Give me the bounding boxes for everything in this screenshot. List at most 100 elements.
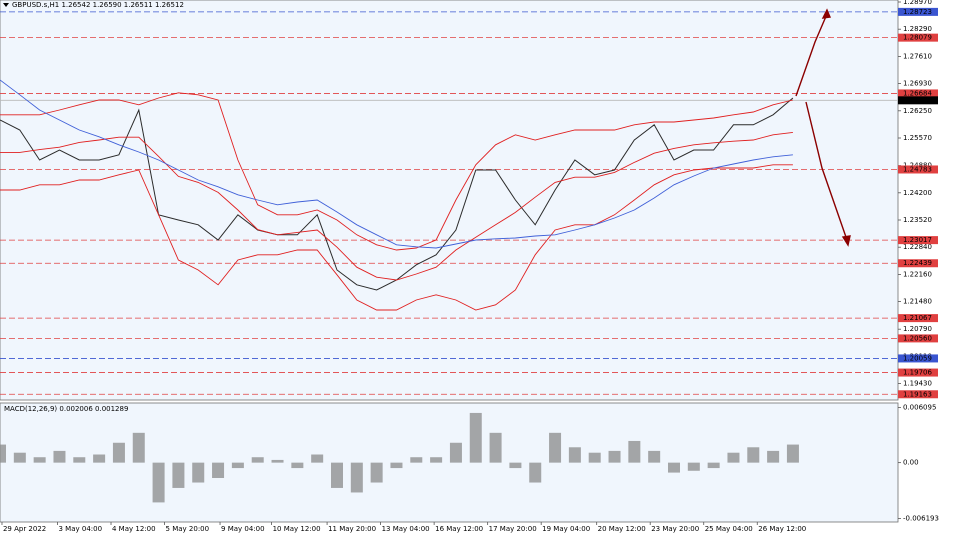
y-tick-label: 1.28970 — [903, 0, 932, 6]
histogram-bar — [489, 432, 502, 463]
histogram-bar — [350, 462, 363, 493]
level-label: 1.20560 — [903, 334, 932, 342]
level-label: 1.23017 — [903, 236, 932, 244]
level-label: 1.21067 — [903, 314, 932, 322]
arrow-head — [821, 8, 832, 19]
histogram-bar — [747, 447, 760, 463]
level-box — [898, 354, 938, 363]
x-tick-label: 20 May 12:00 — [598, 525, 646, 533]
x-tick-label: 11 May 20:00 — [328, 525, 376, 533]
y-tick-label: 1.25570 — [903, 134, 932, 142]
histogram-bar — [390, 462, 403, 469]
series-line — [0, 79, 793, 249]
histogram-bar — [271, 459, 284, 463]
x-tick-label: 4 May 12:00 — [112, 525, 156, 533]
histogram-bar — [330, 462, 343, 488]
histogram-bar — [667, 462, 680, 473]
histogram-bar — [93, 454, 106, 463]
histogram-bar — [509, 462, 522, 469]
histogram-bar — [212, 462, 225, 479]
last-price-label: 1.26512 — [903, 96, 932, 104]
level-label: 1.28079 — [903, 34, 932, 42]
histogram-bar — [449, 442, 462, 463]
y-tick-label: 1.21480 — [903, 298, 932, 306]
forecast-arrows — [795, 8, 851, 247]
histogram-bar — [410, 457, 423, 463]
histogram-bar — [152, 462, 165, 503]
chart-title: GBPUSD.s,H1 1.26542 1.26590 1.26511 1.26… — [12, 1, 184, 9]
level-label: 1.26684 — [903, 89, 932, 97]
marks: 1.28970 1.28290 1.27610 1.26930 1.26250 1.255… — [0, 0, 939, 533]
x-tick-label: 23 May 20:00 — [651, 525, 699, 533]
arrow-head — [841, 235, 851, 247]
histogram-bar — [231, 462, 244, 469]
level-box — [898, 89, 938, 98]
x-tick-label: 16 May 12:00 — [435, 525, 483, 533]
x-tick-label: 5 May 20:00 — [166, 525, 210, 533]
histogram-bar — [529, 462, 542, 483]
histogram-bar — [370, 462, 383, 483]
macd-title: MACD(12,26,9) 0.002006 0.001289 — [4, 405, 128, 413]
level-label: 1.28723 — [903, 8, 932, 16]
histogram-bar — [33, 457, 46, 463]
histogram-bar — [172, 462, 185, 488]
histogram-bar — [568, 447, 581, 463]
histogram-bar — [648, 450, 661, 463]
level-box — [898, 314, 938, 323]
arrow-up — [795, 13, 828, 97]
histogram-bar — [469, 412, 482, 463]
level-box — [898, 259, 938, 268]
y-tick-label: 0.006095 — [903, 404, 936, 412]
x-tick-label: 10 May 12:00 — [273, 525, 321, 533]
series-line — [0, 131, 793, 281]
level-box — [898, 165, 938, 174]
histogram-bar — [0, 444, 6, 463]
level-label: 1.20059 — [903, 354, 932, 362]
level-box — [898, 33, 938, 42]
histogram-bar — [608, 450, 621, 463]
y-tick-label: 1.26930 — [903, 80, 932, 88]
histogram-bar — [112, 442, 125, 463]
series-line — [0, 164, 793, 311]
y-tick-label: 1.20790 — [903, 325, 932, 333]
histogram-bar — [132, 432, 145, 463]
y-tick-label: 1.28290 — [903, 25, 932, 33]
y-tick-label: 1.22840 — [903, 243, 932, 251]
y-tick-label: 1.24200 — [903, 189, 932, 197]
price-panel — [0, 0, 899, 401]
x-tick-label: 13 May 04:00 — [382, 525, 430, 533]
last-price-box — [898, 96, 938, 105]
histogram-bar — [549, 432, 562, 463]
level-box — [898, 334, 938, 343]
arrow-down — [805, 101, 848, 241]
y-tick-label: 1.26250 — [903, 107, 932, 115]
level-box — [898, 368, 938, 377]
y-tick-label: 1.22160 — [903, 270, 932, 278]
x-tick-label: 19 May 04:00 — [542, 525, 590, 533]
histogram-bar — [311, 454, 324, 463]
x-tick-label: 25 May 04:00 — [705, 525, 753, 533]
level-label: 1.19706 — [903, 369, 932, 377]
x-tick-label: 17 May 20:00 — [489, 525, 537, 533]
histogram-bar — [192, 462, 205, 483]
histogram-bar — [727, 452, 740, 463]
series-line — [0, 92, 794, 251]
y-tick-label: -0.006193 — [903, 515, 939, 523]
histogram-bar — [73, 457, 86, 463]
histogram-bar — [628, 440, 641, 463]
y-tick-label: 0.00 — [903, 459, 919, 467]
x-tick-label: 29 Apr 2022 — [3, 525, 46, 533]
x-tick-label: 26 May 12:00 — [758, 525, 806, 533]
histogram-bar — [767, 450, 780, 463]
histogram-bar — [707, 462, 720, 469]
level-box — [898, 236, 938, 245]
histogram-bar — [251, 457, 264, 463]
level-box — [898, 390, 938, 399]
histogram-bar — [53, 450, 66, 463]
histogram-bar — [588, 452, 601, 463]
histogram-bar — [687, 462, 700, 471]
level-label: 1.19163 — [903, 390, 932, 398]
y-tick-label: 1.27610 — [903, 52, 932, 60]
histogram-bar — [13, 452, 26, 463]
